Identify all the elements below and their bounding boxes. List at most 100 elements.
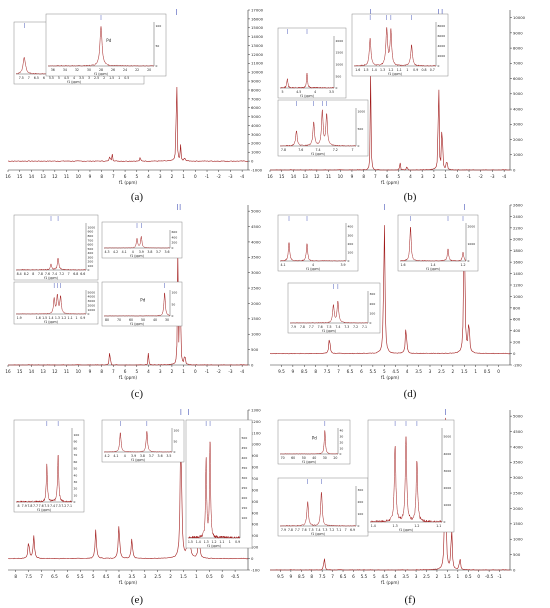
x-tick-label: 9 xyxy=(89,369,92,374)
inset-frame xyxy=(13,281,99,325)
x-tick-label: 8 xyxy=(310,574,313,579)
y-tick-label: 0 xyxy=(513,167,516,172)
inset-x-tick-label: 6.8 xyxy=(73,272,78,276)
inset-x-tick-label: 60 xyxy=(291,456,295,460)
inset-x-tick-label: 30 xyxy=(87,68,91,72)
x-tick-label: 13 xyxy=(302,174,308,179)
inset-x-tick-label: 50 xyxy=(302,456,306,460)
inset-y-tick-label: 4000 xyxy=(438,44,446,48)
x-tick-label: 5.5 xyxy=(361,574,368,579)
y-tick-label: 10000 xyxy=(251,70,264,75)
inset-x-axis-label: f1 (ppm) xyxy=(306,267,320,271)
panel-a: 16 15 14 13 12 11 10 9 8 7 6 5 4 3 2 1 0 -1 -2 -3 -4f1 (ppm)… xyxy=(5,7,263,185)
inset-frame xyxy=(101,419,185,463)
inset-y-tick-label: 2000 xyxy=(88,303,96,307)
inset-spectrum-line xyxy=(279,73,334,89)
x-tick-label: 4 xyxy=(406,369,409,374)
x-tick-label: 1 xyxy=(444,174,447,179)
inset-x-tick-label: 1.1 xyxy=(436,524,441,528)
inset-x-tick-label: 2.5 xyxy=(94,76,99,80)
y-tick-label: 500 xyxy=(513,552,521,557)
inset-y-tick-label: 300 xyxy=(88,255,94,259)
inset-x-tick-label: 36 xyxy=(51,68,55,72)
inset-y-tick-label: 200 xyxy=(358,500,364,504)
inset-y-tick-label: 100 xyxy=(88,264,94,268)
x-tick-label: 5.5 xyxy=(77,574,84,579)
y-tick-label: 800 xyxy=(251,465,259,470)
inset-frame xyxy=(277,214,359,272)
x-tick-label: 10 xyxy=(338,174,344,179)
x-tick-label: 15 xyxy=(17,369,23,374)
inset-x-tick-label: 3.9 xyxy=(139,250,144,254)
inset-y-tick-label: 700 xyxy=(88,238,94,242)
x-tick-label: 3 xyxy=(429,369,432,374)
inset-x-tick-label: 6.6 xyxy=(80,272,85,276)
x-tick-label: 0 xyxy=(221,574,224,579)
inset-x-tick-label: 6.9 xyxy=(350,528,355,532)
inset-y-tick-label: 60 xyxy=(74,460,78,464)
inset-spectrum-line xyxy=(15,257,86,271)
x-tick-label: 6 xyxy=(360,369,363,374)
x-tick-label: 7 xyxy=(112,174,115,179)
inset-x-tick-label: 7.8 xyxy=(27,504,32,508)
y-tick-label: 1400 xyxy=(513,271,523,276)
y-tick-label: 2400 xyxy=(513,214,523,219)
inset-x-tick-label: 1.6 xyxy=(400,263,405,267)
x-tick-label: 8.5 xyxy=(301,369,308,374)
inset-spectrum-line xyxy=(47,26,154,67)
y-tick-label: 11000 xyxy=(251,61,264,66)
inset-x-tick-label: 7.4 xyxy=(52,272,57,276)
y-tick-label: 100 xyxy=(251,545,259,550)
spectrum-line xyxy=(8,437,249,560)
inset-y-tick-label: 400 xyxy=(172,235,178,239)
inset-y-tick-label: 300 xyxy=(370,292,376,296)
inset: 4.2 4.1 4 3.9 3.8 3.7 3.6 3.5 f1 (ppm) 0 50 100 xyxy=(101,419,185,463)
x-tick-label: 3 xyxy=(143,574,146,579)
x-axis-label: f1 (ppm) xyxy=(119,375,137,380)
y-tick-label: 500 xyxy=(251,499,259,504)
inset-x-tick-label: 7.4 xyxy=(315,148,320,152)
y-tick-label: 14000 xyxy=(251,34,264,39)
x-tick-label: 3.5 xyxy=(415,369,422,374)
x-tick-label: 2.5 xyxy=(154,574,161,579)
inset-y-tick-label: 2000 xyxy=(336,39,344,43)
x-tick-label: 9.5 xyxy=(278,369,285,374)
inset-y-tick-label: 1000 xyxy=(358,110,366,114)
x-tick-label: 8 xyxy=(100,174,103,179)
inset-x-tick-label: 4 xyxy=(124,454,126,458)
inset-x-tick-label: 2 xyxy=(103,76,105,80)
inset-spectrum-line xyxy=(279,109,356,147)
x-tick-label: 3 xyxy=(159,174,162,179)
inset-x-axis-label: f1 (ppm) xyxy=(130,322,144,326)
inset-x-tick-label: 1.1 xyxy=(68,316,73,320)
inset-x-tick-label: 0.9 xyxy=(80,316,85,320)
inset-y-tick-label: 4000 xyxy=(88,295,96,299)
inset-x-tick-label: 4.5 xyxy=(64,76,69,80)
x-tick-label: -3 xyxy=(228,369,233,374)
inset-y-tick-label: 300 xyxy=(348,233,354,237)
inset-y-tick-label: 0 xyxy=(174,450,176,454)
y-tick-label: 1000 xyxy=(513,294,523,299)
inset-y-tick-label: 0 xyxy=(370,321,372,325)
inset-y-tick-label: 3000 xyxy=(88,299,96,303)
x-tick-label: 9 xyxy=(351,174,354,179)
inset-x-axis-label: f1 (ppm) xyxy=(37,508,51,512)
inset-spectrum-line xyxy=(289,300,368,324)
inset-y-tick-label: 1000 xyxy=(88,225,96,229)
x-tick-label: -3 xyxy=(490,174,495,179)
inset-x-tick-label: 4 xyxy=(132,250,134,254)
inset-y-tick-label: 1500 xyxy=(336,51,344,55)
y-tick-label: 4000 xyxy=(513,106,523,111)
inset-x-tick-label: 70 xyxy=(281,456,285,460)
inset-frame xyxy=(45,13,167,77)
inset-x-tick-label: 1.3 xyxy=(380,68,385,72)
inset-x-tick-label: 1.6 xyxy=(355,68,360,72)
inset-spectrum-line xyxy=(103,292,171,317)
x-tick-label: -1 xyxy=(205,174,210,179)
inset-x-axis-label: f1 (ppm) xyxy=(311,532,325,536)
x-tick-label: 6.5 xyxy=(340,574,347,579)
x-tick-label: 1.5 xyxy=(444,574,451,579)
inset-x-tick-label: 3.8 xyxy=(147,250,152,254)
inset-x-tick-label: 0.8 xyxy=(421,68,426,72)
